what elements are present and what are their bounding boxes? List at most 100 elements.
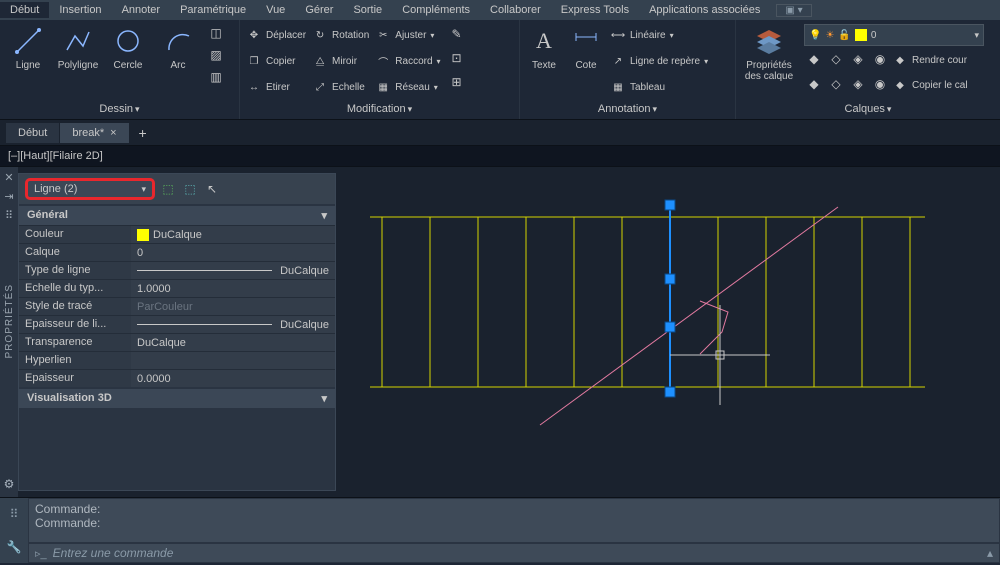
tool-ajuster[interactable]: ✂Ajuster▾ bbox=[375, 24, 440, 46]
palette-settings-icon[interactable]: ⚙ bbox=[4, 477, 15, 491]
tool-raccord[interactable]: ⌒Raccord▾ bbox=[375, 50, 440, 72]
palette-close[interactable]: ✕ bbox=[4, 171, 13, 184]
layer-btn-6[interactable]: ◇ bbox=[826, 74, 846, 94]
layer-btn-8[interactable]: ◉ bbox=[870, 74, 890, 94]
tool-texte[interactable]: A Texte bbox=[526, 24, 562, 71]
trim-icon: ✂ bbox=[375, 27, 391, 43]
layer-btn-5[interactable]: ◆ bbox=[804, 74, 824, 94]
quickselect-icon[interactable]: ⬚ bbox=[159, 180, 177, 198]
palette-pin[interactable]: ⇥ bbox=[4, 190, 13, 203]
cmd-settings-icon[interactable]: 🔧 bbox=[7, 540, 22, 554]
command-history[interactable]: Commande: Commande: bbox=[28, 498, 1000, 543]
palette-title: PROPRIÉTÉS bbox=[4, 284, 15, 358]
tool-mod-1[interactable]: ✎ bbox=[447, 24, 467, 44]
doc-tab-debut[interactable]: Début bbox=[6, 123, 60, 143]
panel-modification-title[interactable]: Modification▾ bbox=[240, 101, 519, 119]
prop-hyperlien[interactable]: Hyperlien bbox=[19, 351, 335, 369]
menu-tab-vue[interactable]: Vue bbox=[256, 2, 295, 18]
menu-tab-parametrique[interactable]: Paramétrique bbox=[170, 2, 256, 18]
layer-btn-1[interactable]: ◆ bbox=[804, 49, 824, 69]
chevron-down-icon: ▾ bbox=[141, 184, 146, 195]
menu-tab-sortie[interactable]: Sortie bbox=[343, 2, 392, 18]
tool-copier-calque[interactable]: ◆Copier le cal bbox=[892, 74, 968, 96]
menu-tab-complements[interactable]: Compléments bbox=[392, 2, 480, 18]
menu-tab-gerer[interactable]: Gérer bbox=[295, 2, 343, 18]
mirror-icon: ⧋ bbox=[312, 53, 328, 69]
tool-ligne[interactable]: Ligne bbox=[6, 24, 50, 71]
prop-transparence[interactable]: TransparenceDuCalque bbox=[19, 333, 335, 351]
prop-style[interactable]: Style de tracéParCouleur bbox=[19, 297, 335, 315]
prop-epaisseur[interactable]: Epaisseur0.0000 bbox=[19, 369, 335, 387]
viewport-controls[interactable]: [–][Haut][Filaire 2D] bbox=[0, 146, 1000, 167]
menu-tab-debut[interactable]: Début bbox=[0, 2, 49, 18]
menu-tab-expresstools[interactable]: Express Tools bbox=[551, 2, 639, 18]
tool-cercle-label: Cercle bbox=[114, 60, 143, 71]
line-icon bbox=[13, 24, 43, 58]
document-tabs: Début break*× + bbox=[0, 120, 1000, 146]
tool-misc-1[interactable]: ◫ bbox=[206, 24, 226, 42]
panel-annotation-title[interactable]: Annotation▾ bbox=[520, 101, 735, 119]
layer-btn-7[interactable]: ◈ bbox=[848, 74, 868, 94]
prop-echelle[interactable]: Echelle du typ...1.0000 bbox=[19, 279, 335, 297]
tool-proprietes-calque[interactable]: Propriétés des calque bbox=[742, 24, 796, 82]
properties-palette: ✕ ⇥ ⠿ PROPRIÉTÉS ⚙ Ligne (2) ▾ ⬚ ⬚ ↖ Gén… bbox=[0, 167, 342, 497]
doc-tab-break[interactable]: break*× bbox=[60, 123, 129, 143]
tool-etirer[interactable]: ↔Etirer bbox=[246, 76, 306, 98]
tool-hatch[interactable]: ▨ bbox=[206, 46, 226, 64]
menu-tab-annoter[interactable]: Annoter bbox=[112, 2, 171, 18]
prop-couleur[interactable]: CouleurDuCalque bbox=[19, 225, 335, 243]
panel-dessin-title[interactable]: Dessin▾ bbox=[0, 101, 239, 119]
leader-icon: ↗ bbox=[610, 53, 626, 69]
menu-tab-insertion[interactable]: Insertion bbox=[49, 2, 111, 18]
tool-misc-3[interactable]: ▥ bbox=[206, 68, 226, 86]
layer-btn-3[interactable]: ◈ bbox=[848, 49, 868, 69]
tool-deplacer[interactable]: ✥Déplacer bbox=[246, 24, 306, 46]
prop-epaisseurli[interactable]: Epaisseur de li...DuCalque bbox=[19, 315, 335, 333]
tool-cercle[interactable]: Cercle bbox=[106, 24, 150, 71]
panel-dessin: Ligne Polyligne Cercle Arc ◫ ▨ ▥ Dessin▾ bbox=[0, 20, 240, 119]
palette-menu[interactable]: ⠿ bbox=[5, 209, 13, 222]
tool-cote[interactable]: Cote bbox=[568, 24, 604, 71]
copy-icon: ❐ bbox=[246, 53, 262, 69]
tool-rotation[interactable]: ↻Rotation bbox=[312, 24, 369, 46]
menu-panel-search[interactable]: ▣ ▾ bbox=[776, 4, 811, 17]
tool-miroir[interactable]: ⧋Miroir bbox=[312, 50, 369, 72]
tool-reseau[interactable]: ▦Réseau▾ bbox=[375, 76, 440, 98]
tool-lineaire[interactable]: ⟷Linéaire▾ bbox=[610, 24, 708, 46]
menu-tab-applications[interactable]: Applications associées bbox=[639, 2, 770, 18]
command-input[interactable]: ▹_ Entrez une commande ▴ bbox=[28, 543, 1000, 563]
cmd-drag-icon[interactable]: ⠿ bbox=[10, 507, 19, 521]
tool-copier[interactable]: ❐Copier bbox=[246, 50, 306, 72]
tool-ligne-repere[interactable]: ↗Ligne de repère▾ bbox=[610, 50, 708, 72]
category-general[interactable]: Général▾ bbox=[19, 206, 335, 225]
selection-filter-icon[interactable]: ⬚ bbox=[181, 180, 199, 198]
fillet-icon: ⌒ bbox=[375, 53, 391, 69]
cmd-up-icon[interactable]: ▴ bbox=[987, 546, 993, 560]
close-icon[interactable]: × bbox=[110, 127, 116, 139]
tool-arc[interactable]: Arc bbox=[156, 24, 200, 71]
menu-tab-collaborer[interactable]: Collaborer bbox=[480, 2, 551, 18]
selection-dropdown[interactable]: Ligne (2) ▾ bbox=[25, 178, 155, 200]
arc-icon bbox=[163, 24, 193, 58]
tool-polyligne-label: Polyligne bbox=[58, 60, 99, 71]
tool-rendre-courant[interactable]: ◆Rendre cour bbox=[892, 49, 967, 71]
layer-btn-2[interactable]: ◇ bbox=[826, 49, 846, 69]
tool-tableau[interactable]: ▦Tableau bbox=[610, 76, 708, 98]
doc-tab-add[interactable]: + bbox=[130, 125, 156, 141]
command-area: ⠿ 🔧 Commande: Commande: ▹_ Entrez une co… bbox=[0, 497, 1000, 563]
prop-typeligne[interactable]: Type de ligneDuCalque bbox=[19, 261, 335, 279]
pick-add-icon[interactable]: ↖ bbox=[203, 180, 221, 198]
layer-btn-4[interactable]: ◉ bbox=[870, 49, 890, 69]
drawing-canvas[interactable] bbox=[342, 167, 1000, 497]
tool-polyligne[interactable]: Polyligne bbox=[56, 24, 100, 71]
panel-calques-title[interactable]: Calques▾ bbox=[736, 101, 1000, 119]
text-icon: A bbox=[536, 24, 552, 58]
tool-mod-3[interactable]: ⊞ bbox=[447, 72, 467, 92]
category-visu3d[interactable]: Visualisation 3D▾ bbox=[19, 389, 335, 408]
prop-calque[interactable]: Calque0 bbox=[19, 243, 335, 261]
color-swatch bbox=[137, 229, 149, 241]
layer-dropdown[interactable]: 💡 ☀ 🔓 0 ▾ bbox=[804, 24, 984, 46]
tool-echelle[interactable]: ⤢Echelle bbox=[312, 76, 369, 98]
tool-mod-2[interactable]: ⊡ bbox=[447, 48, 467, 68]
copy-layer-icon: ◆ bbox=[892, 77, 908, 93]
